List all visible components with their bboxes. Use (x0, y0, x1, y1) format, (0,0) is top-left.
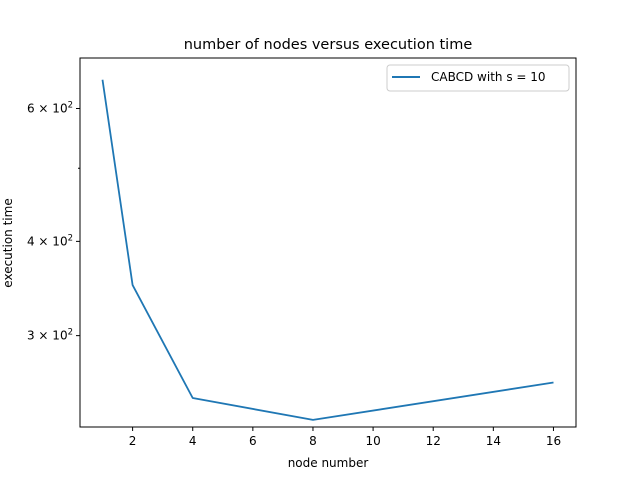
legend-label: CABCD with s = 10 (431, 70, 546, 84)
x-tick-label: 16 (546, 434, 561, 448)
x-tick-label: 8 (309, 434, 317, 448)
y-tick-label: 3 × 102 (27, 328, 73, 343)
series-group (101, 79, 554, 421)
y-axis: 6 × 102 4 × 102 3 × 102 (27, 101, 80, 343)
legend-box (386, 64, 570, 92)
x-tick-label: 6 (249, 434, 257, 448)
x-tick-label: 2 (129, 434, 137, 448)
y-tick-label: 6 × 102 (27, 101, 73, 116)
y-axis-label: execution time (1, 198, 15, 287)
plot-frame (79, 57, 577, 428)
x-axis-label: node number (288, 456, 369, 470)
x-tick-label: 10 (365, 434, 380, 448)
legend: CABCD with s = 10 (386, 64, 570, 92)
x-axis: 2 4 6 8 10 12 14 16 (129, 427, 561, 448)
x-tick-label: 12 (426, 434, 441, 448)
chart-title: number of nodes versus execution time (184, 37, 473, 53)
x-tick-label: 14 (486, 434, 501, 448)
series-line (101, 79, 554, 421)
x-tick-label: 4 (189, 434, 197, 448)
y-tick-label: 4 × 102 (27, 233, 73, 248)
